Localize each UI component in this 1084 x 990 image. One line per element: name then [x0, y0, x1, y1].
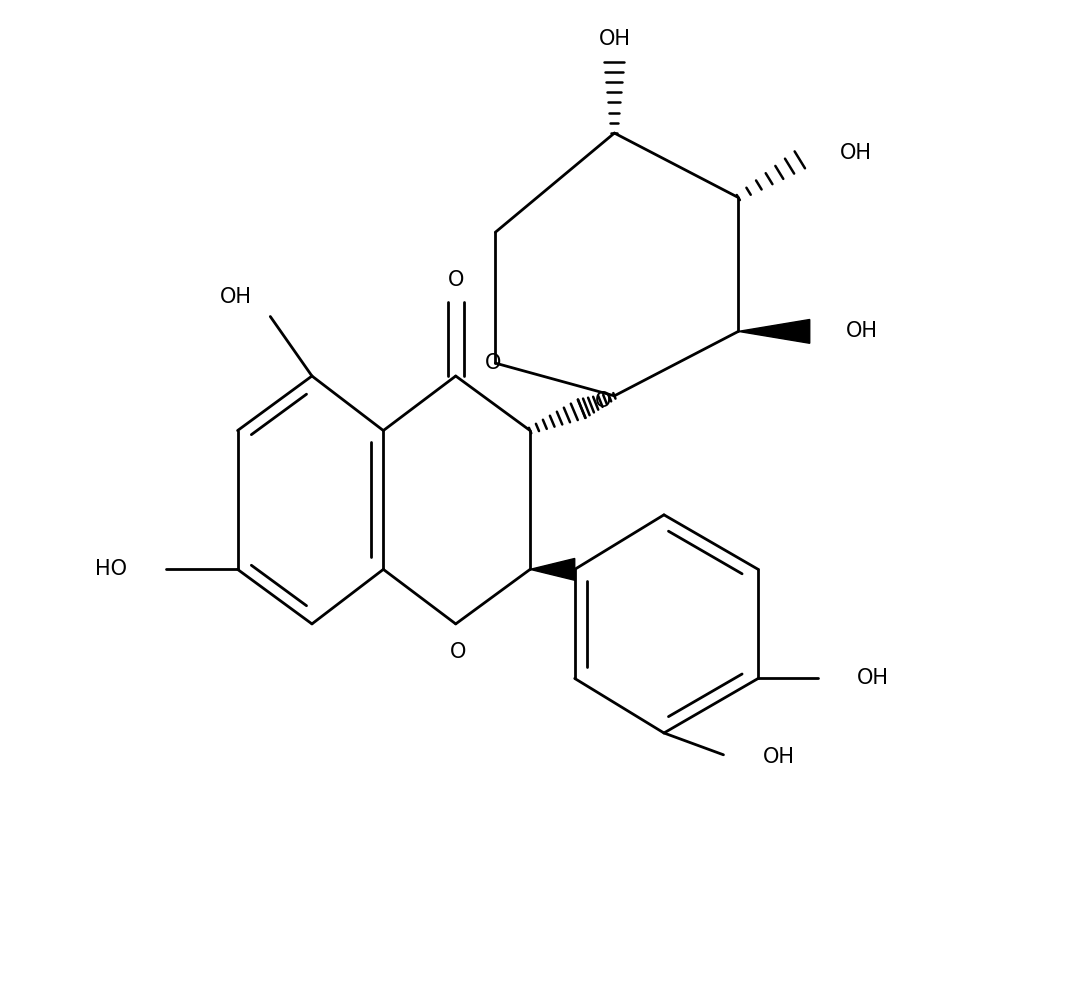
- Text: OH: OH: [846, 322, 877, 342]
- Text: OH: OH: [220, 287, 251, 307]
- Text: OH: OH: [857, 668, 889, 688]
- Text: OH: OH: [763, 746, 796, 767]
- Polygon shape: [738, 320, 810, 344]
- Polygon shape: [530, 558, 575, 580]
- Text: OH: OH: [839, 143, 872, 163]
- Text: O: O: [450, 642, 466, 661]
- Text: O: O: [595, 391, 611, 411]
- Text: O: O: [486, 353, 502, 373]
- Text: OH: OH: [598, 29, 631, 49]
- Text: HO: HO: [94, 559, 127, 579]
- Text: O: O: [448, 270, 464, 290]
